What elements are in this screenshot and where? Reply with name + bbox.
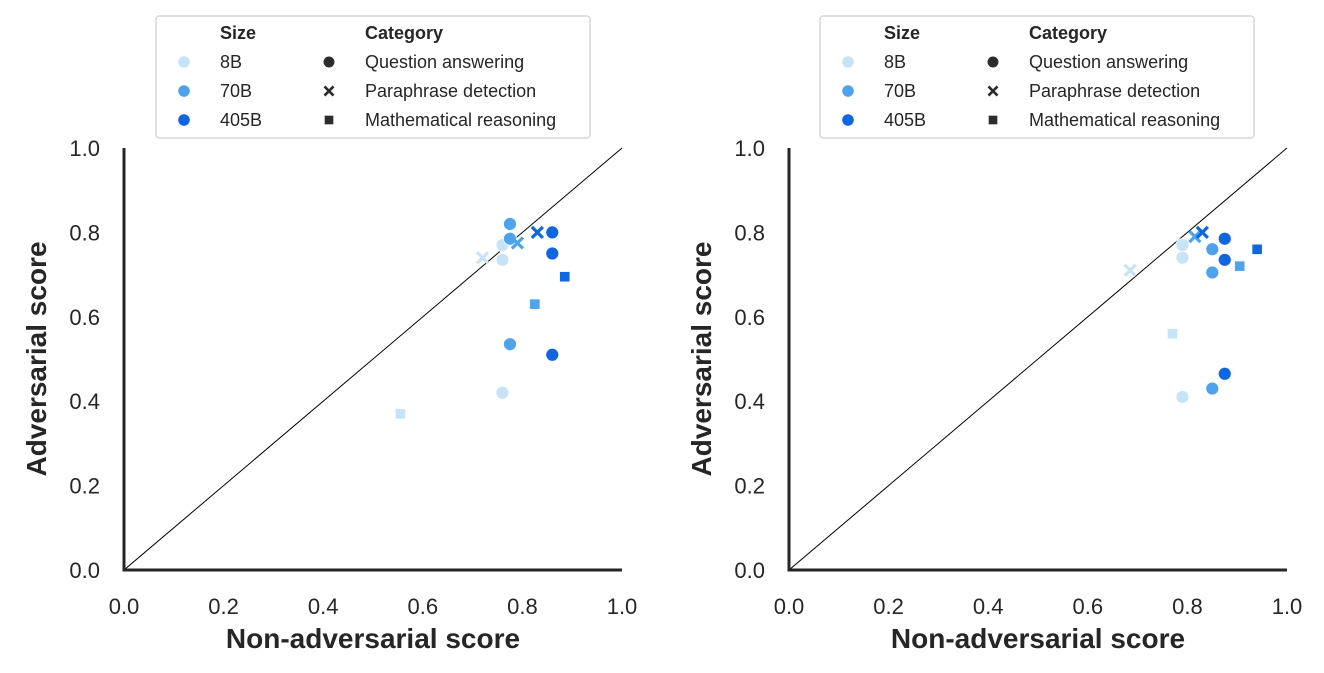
x-tick-label: 0.0 [109,594,140,619]
y-tick-label: 1.0 [734,136,765,161]
legend-size-label: 8B [884,52,906,72]
data-point-8b-question-answering [1175,390,1190,404]
data-point-70b-question-answering [1205,381,1220,396]
x-tick-label: 0.2 [873,594,904,619]
y-tick-label: 0.0 [734,558,765,583]
data-point-70b-question-answering [503,231,517,246]
x-tick-label: 1.0 [607,594,638,619]
x-axis-title: Non-adversarial score [226,623,520,654]
y-tick-label: 0.2 [69,474,100,499]
x-tick-label: 0.8 [507,594,538,619]
x-tick-label: 0.6 [408,594,439,619]
data-point-8b-question-answering [495,385,510,400]
legend-size-title: Size [884,23,920,43]
legend-circle-icon [986,55,1000,69]
data-point-405b-paraphrase-detection [1195,225,1209,240]
diagonal-reference-line [788,147,1288,571]
diagonal-reference-line [123,147,623,571]
data-point-70b-question-answering [503,217,517,231]
y-tick-label: 0.2 [734,474,765,499]
data-point-405b-question-answering [545,225,560,240]
data-point-8b-question-answering [1175,238,1190,252]
data-point-8b-mathematical-reasoning [1167,328,1178,339]
legend-size-70b-swatch [177,84,191,98]
legend-category-title: Category [1029,23,1107,43]
data-point-70b-question-answering [503,337,517,352]
legend-square-icon [324,115,334,125]
data-point-70b-paraphrase-detection [510,236,525,250]
legend-frame [819,15,1255,139]
legend-category-label: Question answering [1029,52,1188,72]
data-point-8b-question-answering [495,252,510,267]
legend-square-icon [988,115,998,125]
legend-frame [155,15,591,139]
y-tick-label: 0.0 [69,558,100,583]
legend: Size Category 8B 70B 405B Question answering P… [819,15,1255,139]
scatter-panel-1: 0.0 0.2 0.4 0.6 0.8 1.0 0.0 0.2 0.4 0.6 0.8 1.0 Non-… [21,15,638,654]
y-tick-label: 1.0 [69,136,100,161]
data-point-405b-paraphrase-detection [530,225,544,240]
x-axis-title: Non-adversarial score [891,623,1185,654]
legend-size-label: 405B [884,110,926,130]
legend-size-label: 70B [884,81,916,101]
x-tick-label: 0.4 [973,594,1004,619]
scatter-panel-2: 0.0 0.2 0.4 0.6 0.8 1.0 0.0 0.2 0.4 0.6 0.8 1.0 Non-… [686,15,1303,654]
legend-category-label: Paraphrase detection [1029,81,1200,101]
data-point-8b-paraphrase-detection [1123,263,1137,278]
legend-category-title: Category [365,23,443,43]
legend-circle-icon [322,55,336,69]
y-tick-label: 0.8 [734,220,765,245]
data-point-405b-mathematical-reasoning [559,271,570,282]
data-point-70b-mathematical-reasoning [1234,261,1245,271]
x-tick-label: 0.0 [774,594,805,619]
data-point-70b-question-answering [1205,242,1220,257]
y-axis-title: Adversarial score [21,241,52,476]
legend-category-label: Mathematical reasoning [1029,110,1220,130]
legend-size-label: 405B [220,110,262,130]
x-tick-label: 0.6 [1073,594,1104,619]
data-point-8b-question-answering [1175,250,1190,265]
y-tick-label: 0.6 [734,305,765,330]
legend-size-label: 70B [220,81,252,101]
x-tick-label: 0.2 [208,594,239,619]
legend-size-8b-swatch [841,55,855,69]
data-point-8b-paraphrase-detection [475,251,490,265]
legend-category-label: Mathematical reasoning [365,110,556,130]
legend-x-icon [323,85,335,97]
legend-size-8b-swatch [177,55,191,69]
legend-size-title: Size [220,23,256,43]
legend: Size Category 8B 70B 405B Question answering P… [155,15,591,139]
data-point-405b-question-answering [545,347,560,362]
data-point-70b-mathematical-reasoning [530,299,540,309]
y-tick-label: 0.6 [69,305,100,330]
x-tick-label: 0.4 [308,594,339,619]
data-point-405b-question-answering [1217,231,1232,246]
legend-x-icon [987,85,999,97]
data-point-8b-mathematical-reasoning [395,409,406,419]
legend-size-label: 8B [220,52,242,72]
x-tick-label: 1.0 [1272,594,1303,619]
data-point-405b-question-answering [545,246,560,261]
legend-size-405b-swatch [841,113,855,127]
y-tick-label: 0.8 [69,220,100,245]
y-tick-label: 0.4 [69,389,100,414]
data-point-405b-mathematical-reasoning [1252,244,1262,255]
y-tick-label: 0.4 [734,389,765,414]
legend-category-label: Paraphrase detection [365,81,536,101]
data-point-70b-paraphrase-detection [1188,229,1202,244]
data-point-70b-question-answering [1205,265,1220,280]
legend-size-70b-swatch [841,84,855,98]
x-tick-label: 0.8 [1172,594,1203,619]
legend-category-label: Question answering [365,52,524,72]
legend-size-405b-swatch [177,113,191,127]
data-point-405b-question-answering [1217,252,1232,267]
data-point-405b-question-answering [1217,366,1232,381]
y-axis-title: Adversarial score [686,241,717,476]
